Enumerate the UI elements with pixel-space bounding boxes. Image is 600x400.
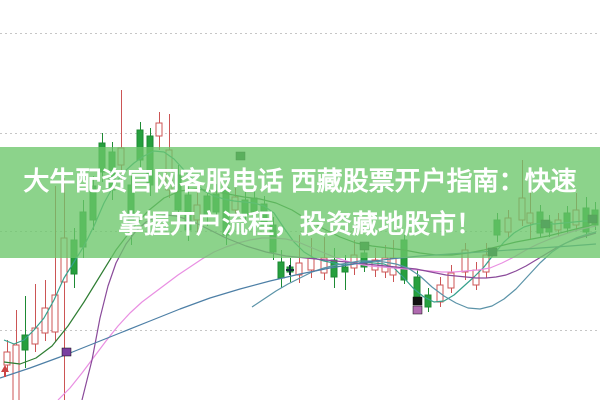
candle-body	[277, 261, 285, 279]
candle-body	[21, 334, 29, 351]
candle-body	[3, 351, 11, 366]
ma-cadet-blue	[251, 231, 597, 310]
candle-body	[424, 294, 432, 308]
candle-body	[330, 259, 338, 278]
candle-body	[51, 294, 59, 333]
headline-line-1: 大牛配资官网客服电话 西藏股票开户指南：快速	[23, 165, 577, 196]
signal-marker-arrow-up	[1, 365, 9, 377]
signal-marker-box	[412, 305, 423, 315]
candle-body	[447, 272, 455, 289]
headline-overlay-band: 大牛配资官网客服电话 西藏股票开户指南：快速 掌握开户流程，投资藏地股市！	[0, 147, 600, 258]
signal-marker-box	[61, 347, 72, 357]
signal-marker-box	[412, 296, 423, 306]
candle-body	[320, 257, 328, 274]
candle-body	[307, 257, 315, 271]
headline-line-2: 掌握开户流程，投资藏地股市！	[117, 208, 482, 239]
candle-body	[155, 122, 163, 137]
candle-body	[295, 262, 303, 276]
candle-body	[341, 266, 349, 273]
candle-body	[413, 276, 421, 301]
